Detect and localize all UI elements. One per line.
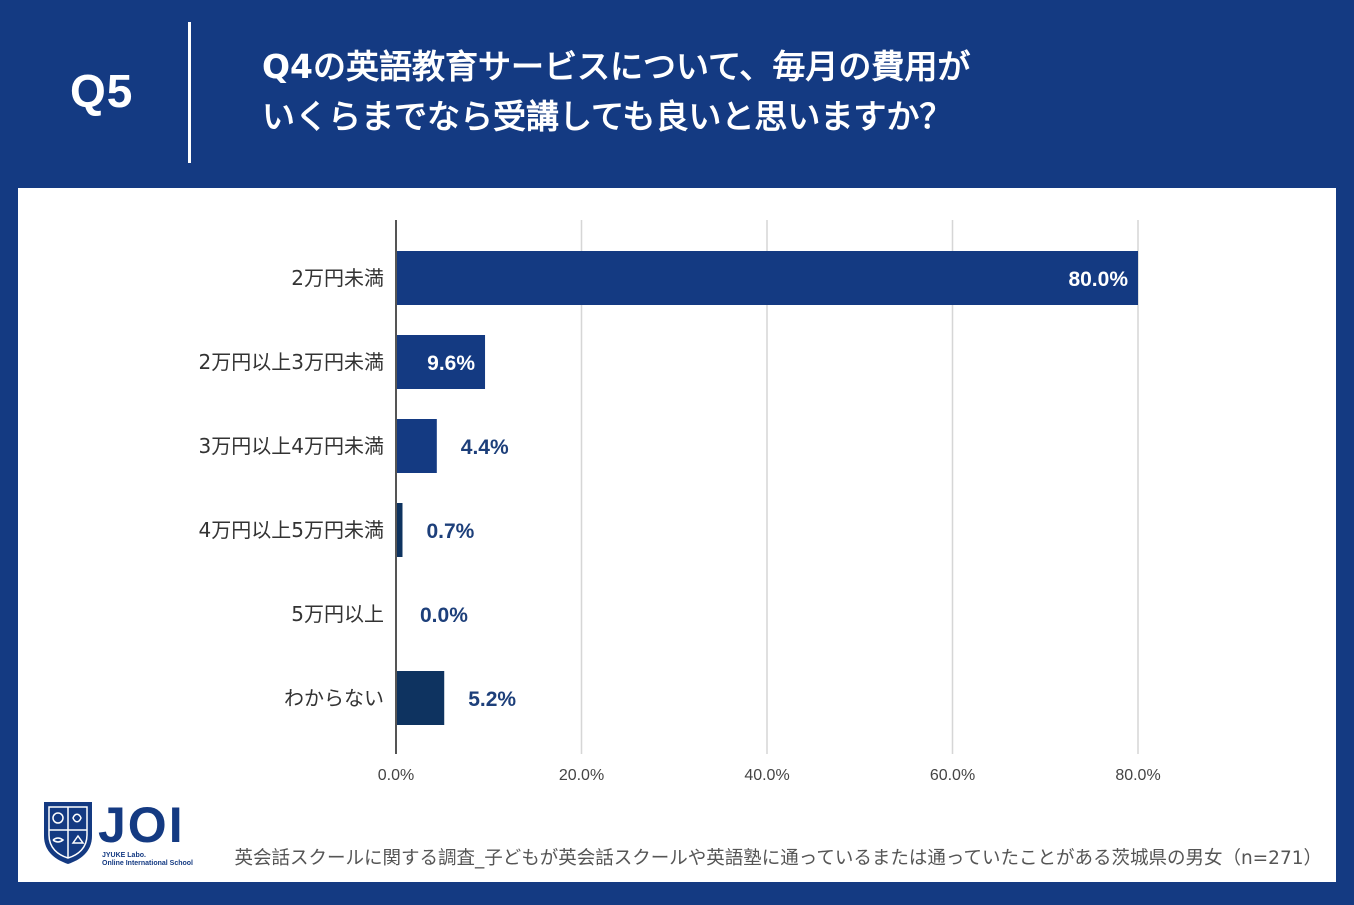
data-label: 0.0% <box>420 604 468 627</box>
category-label: わからない <box>284 686 384 710</box>
logo-wordmark: JOI <box>98 797 185 853</box>
bar <box>396 251 1138 305</box>
survey-source-note: 英会話スクールに関する調査_子どもが英会話スクールや英語塾に通っているまたは通っ… <box>234 848 1322 869</box>
bar <box>396 503 403 557</box>
data-label: 5.2% <box>468 688 516 711</box>
bar <box>396 419 437 473</box>
logo-subtitle-line-2: Online International School <box>102 860 194 867</box>
chart-panel: 0.0% 20.0% 40.0% 60.0% 80.0% 2万円未満 80.0% 2万円以上3… <box>18 188 1336 882</box>
category-label: 3万円以上4万円未満 <box>199 434 384 458</box>
x-tick-label: 60.0% <box>930 767 975 784</box>
question-number: Q5 <box>70 65 134 117</box>
header-divider <box>188 22 191 163</box>
x-tick-label: 0.0% <box>378 767 414 784</box>
data-label: 80.0% <box>1068 268 1128 291</box>
data-label: 9.6% <box>427 352 475 375</box>
x-tick-label: 20.0% <box>559 767 604 784</box>
shield-emblem-icon <box>44 802 92 864</box>
x-tick-label: 40.0% <box>744 767 789 784</box>
category-label: 5万円以上 <box>291 602 384 626</box>
logo-subtitle-line-1: JYUKE Labo. <box>102 852 146 859</box>
question-title-line-1: Q4の英語教育サービスについて、毎月の費用が <box>262 47 971 86</box>
joi-logo: JOI JYUKE Labo. Online International Sch… <box>40 797 230 870</box>
data-label: 4.4% <box>461 436 509 459</box>
category-label: 4万円以上5万円未満 <box>199 518 384 542</box>
bar-chart: 0.0% 20.0% 40.0% 60.0% 80.0% 2万円未満 80.0% 2万円以上3… <box>199 220 1161 784</box>
question-title: Q4の英語教育サービスについて、毎月の費用が いくらまでなら受講しても良いと思い… <box>262 42 1322 142</box>
bar <box>396 671 445 725</box>
data-label: 0.7% <box>426 520 474 543</box>
x-tick-label: 80.0% <box>1115 767 1160 784</box>
category-label: 2万円未満 <box>291 266 384 290</box>
category-label: 2万円以上3万円未満 <box>199 350 384 374</box>
bar <box>396 335 486 389</box>
question-title-line-2: いくらまでなら受講しても良いと思いますか？ <box>262 97 953 136</box>
